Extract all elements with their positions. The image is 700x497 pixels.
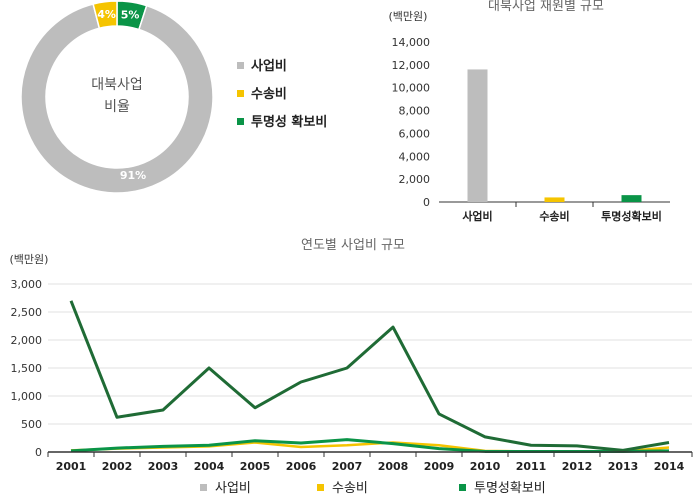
bar-ytick-label-1: 2,000: [399, 173, 431, 186]
donut-center-label-line1: 대북사업: [91, 77, 143, 93]
donut-center-label-line2: 비율: [104, 99, 130, 115]
donut-legend-swatch-1: [237, 90, 244, 97]
line-xtick-label-4: 2005: [240, 460, 271, 473]
line-ytick-label-5: 2,500: [11, 306, 43, 319]
line-xtick-label-9: 2010: [470, 460, 501, 473]
bar-1: [544, 197, 565, 202]
line-xtick-label-6: 2007: [332, 460, 363, 473]
line-xtick-label-5: 2006: [286, 460, 317, 473]
line-xtick-label-1: 2002: [102, 460, 133, 473]
line-xtick-label-12: 2013: [608, 460, 639, 473]
line-xtick-label-11: 2012: [562, 460, 593, 473]
bar-category-label-0: 사업비: [462, 209, 492, 223]
bar-ytick-label-3: 6,000: [399, 127, 431, 140]
bar-category-label-1: 수송비: [539, 209, 569, 223]
line-ytick-label-2: 1,000: [11, 390, 43, 403]
line-xtick-label-2: 2003: [148, 460, 179, 473]
donut-slice-1: [92, 0, 118, 30]
line-xtick-label-8: 2009: [424, 460, 455, 473]
line-xtick-label-3: 2004: [194, 460, 225, 473]
line-ytick-label-1: 500: [21, 418, 42, 431]
line-ytick-label-0: 0: [35, 446, 42, 459]
donut-legend-label-2: 투명성 확보비: [251, 114, 327, 130]
line-legend-label-2: 투명성확보비: [474, 481, 546, 496]
line-xtick-label-0: 2001: [56, 460, 87, 473]
bar-ytick-label-0: 0: [423, 196, 430, 209]
donut-data-label-1: 4%: [97, 8, 116, 21]
bar-ytick-label-5: 10,000: [392, 82, 431, 95]
line-series-0: [69, 300, 670, 452]
line-chart-title: 연도별 사업비 규모: [301, 238, 405, 253]
bar-2: [621, 195, 642, 202]
bar-chart: 대북사업 재원별 규모 (백만원) 0 2,000 4,000 6,000 8,000 10,…: [389, 0, 670, 223]
donut-legend-label-0: 사업비: [251, 58, 287, 74]
bar-ytick-label-7: 14,000: [392, 36, 431, 49]
line-xtick-label-13: 2014: [654, 460, 685, 473]
line-ytick-label-6: 3,000: [11, 278, 43, 291]
line-chart-ylabel: (백만원): [10, 253, 49, 266]
bar-ytick-label-4: 8,000: [399, 105, 431, 118]
line-legend-label-1: 수송비: [332, 481, 368, 496]
line-ytick-label-4: 2,000: [11, 334, 43, 347]
bar-chart-title: 대북사업 재원별 규모: [488, 0, 604, 14]
bar-ytick-label-2: 4,000: [399, 150, 431, 163]
line-legend-label-0: 사업비: [215, 481, 251, 496]
bar-category-label-2: 투명성확보비: [601, 209, 662, 223]
line-xtick-label-7: 2008: [378, 460, 409, 473]
donut-data-label-2: 5%: [121, 9, 140, 22]
donut-slice-0: [20, 3, 214, 194]
donut-legend-label-1: 수송비: [251, 87, 287, 102]
donut-data-label-0: 91%: [120, 169, 146, 182]
line-legend-swatch-0: [200, 484, 207, 491]
line-legend-swatch-2: [459, 484, 466, 491]
bar-chart-ylabel: (백만원): [389, 10, 428, 23]
line-chart: 연도별 사업비 규모 (백만원) 0 500 1,000 1,500 2,000 2,500 3…: [10, 238, 693, 496]
donut-legend-swatch-2: [237, 118, 244, 125]
bar-0: [467, 69, 488, 202]
donut-legend-swatch-0: [237, 62, 244, 69]
line-ytick-label-3: 1,500: [11, 362, 43, 375]
bar-ytick-label-6: 12,000: [392, 59, 431, 72]
line-xtick-label-10: 2011: [516, 460, 547, 473]
line-legend-swatch-1: [317, 484, 324, 491]
